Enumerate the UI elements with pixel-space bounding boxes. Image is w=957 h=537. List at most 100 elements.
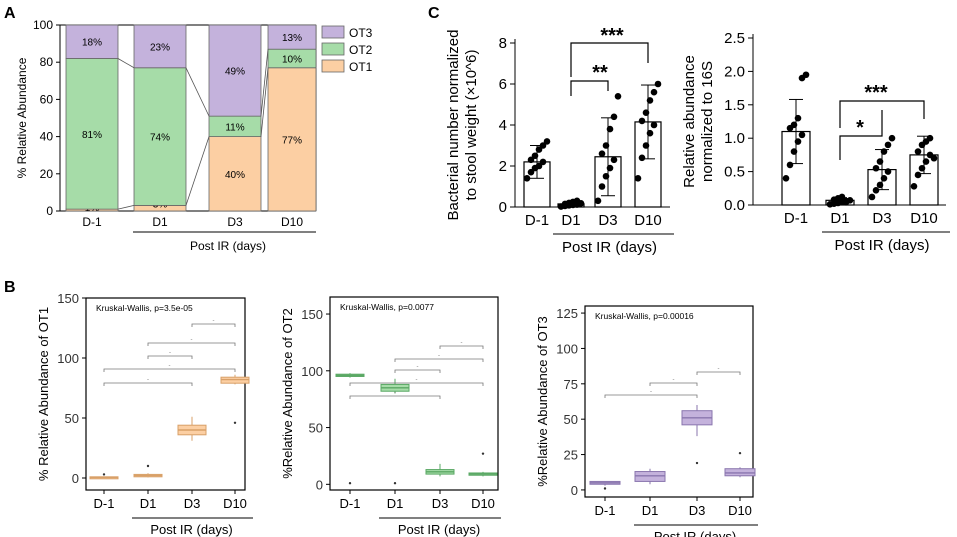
- segment-value-label: 13%: [282, 33, 302, 44]
- data-point: [922, 158, 930, 165]
- data-point: [523, 175, 531, 182]
- comparison-bracket: [696, 371, 741, 375]
- data-point: [535, 162, 543, 170]
- comparison-mark: -: [438, 353, 440, 359]
- significance-bracket-d1-d10: [570, 42, 649, 77]
- x-group-label: Post IR (days): [190, 239, 266, 253]
- comparison-mark: -: [673, 377, 675, 383]
- y-tick-label: 125: [556, 306, 578, 321]
- data-point: [531, 152, 539, 160]
- x-tick-label: D3: [689, 503, 706, 518]
- x-tick-label: D1: [830, 210, 849, 227]
- data-point: [610, 156, 618, 164]
- data-point: [539, 142, 547, 149]
- comparison-bracket: [191, 323, 236, 327]
- x-tick-label: D10: [281, 215, 303, 229]
- x-tick-label: D-1: [340, 496, 361, 511]
- x-group-label: Post IR (days): [834, 237, 929, 254]
- comparison-mark: -: [718, 366, 720, 372]
- data-point: [598, 183, 606, 190]
- comparison-bracket: [649, 382, 698, 386]
- data-point: [786, 161, 794, 169]
- x-tick-label: D1: [561, 212, 580, 229]
- comparison-bracket: [103, 382, 193, 386]
- x-tick-label: D10: [471, 496, 495, 511]
- comparison-bracket: [103, 368, 236, 372]
- y-axis-title: %Relative Abundance of OT2: [280, 308, 295, 479]
- significance-stars: ***: [600, 25, 624, 47]
- x-group-label: Post IR (days): [150, 522, 232, 537]
- bar-segment-ot2: [133, 67, 187, 206]
- box-d1: [634, 471, 666, 482]
- data-point: [880, 148, 888, 155]
- outlier-point: [695, 461, 699, 465]
- x-tick-label: D1: [140, 496, 157, 511]
- comparison-bracket: [349, 395, 441, 399]
- data-point: [598, 150, 606, 157]
- outlier-point: [233, 421, 237, 424]
- panel-b-ot1-boxplot: Kruskal-Wallis, p=3.5e-05 0 50 100 150 % Rela…: [36, 291, 253, 537]
- y-axis-title-line: to stool weight (×10^6): [463, 50, 480, 201]
- connector-line: [260, 67, 269, 137]
- data-point: [884, 141, 892, 149]
- comparison-mark: -: [147, 377, 149, 383]
- data-point: [918, 164, 926, 172]
- data-point: [539, 158, 547, 166]
- y-tick-label: 100: [556, 341, 578, 356]
- x-tick-label: D10: [634, 212, 662, 229]
- outlier-point: [146, 464, 150, 468]
- y-axis-title: % Relative Abundance: [15, 57, 29, 178]
- segment-value-label: 11%: [225, 122, 244, 133]
- y-tick-label: 2.0: [724, 63, 745, 80]
- comparison-mark: -: [394, 390, 396, 396]
- data-point: [602, 172, 610, 180]
- y-axis-title: %Relative Abundance of OT3: [535, 316, 550, 487]
- x-group-label: Post IR (days): [562, 239, 657, 256]
- bar-segment-ot3: [208, 24, 262, 117]
- panel-label-a: A: [4, 5, 16, 22]
- comparison-bracket: [147, 342, 236, 346]
- data-point: [782, 174, 790, 182]
- outlier-point: [738, 451, 742, 455]
- data-point: [876, 158, 884, 165]
- x-tick-label: D1: [387, 496, 404, 511]
- data-point: [790, 121, 798, 129]
- kruskal-wallis-label: Kruskal-Wallis, p=0.00016: [595, 311, 694, 321]
- x-tick-label: D1: [642, 503, 659, 518]
- y-tick-label: 100: [57, 351, 79, 366]
- x-tick-label: D-1: [525, 212, 549, 229]
- significance-bracket-d1-d10: [839, 100, 925, 128]
- data-point: [838, 193, 846, 201]
- plot-frame: [584, 305, 754, 498]
- segment-value-label: 18%: [82, 38, 102, 49]
- comparison-mark: -: [169, 363, 171, 369]
- data-point: [888, 134, 896, 142]
- y-tick-label: 6: [499, 76, 507, 93]
- panel-b-ot3-boxplot: Kruskal-Wallis, p=0.00016 0 25 50 75 100 125 %R…: [535, 305, 758, 537]
- x-tick-label: D-1: [94, 496, 115, 511]
- y-tick-label: 75: [564, 377, 578, 392]
- bar-segment-ot1: [208, 136, 262, 212]
- y-tick-label: 40: [40, 130, 54, 144]
- data-point: [914, 171, 922, 179]
- data-point: [914, 148, 922, 155]
- x-tick-label: D3: [227, 215, 243, 229]
- data-point: [577, 200, 585, 207]
- x-tick-label: D-1: [595, 503, 616, 518]
- x-tick-label: D10: [728, 503, 752, 518]
- outlier-point: [393, 481, 397, 485]
- x-tick-label: D10: [223, 496, 247, 511]
- comparison-bracket: [439, 345, 484, 349]
- legend-swatch-ot2: [321, 42, 345, 56]
- connector-line: [185, 136, 210, 206]
- data-point: [798, 131, 806, 139]
- data-point: [642, 109, 650, 116]
- significance-stars: *: [856, 117, 864, 139]
- x-group-label: Post IR (days): [654, 529, 736, 537]
- data-point: [642, 142, 650, 149]
- panel-c-relative-abundance-chart: 0.0 0.5 1.0 1.5 2.0 2.5 Relative abundance norm…: [681, 30, 950, 254]
- data-point: [794, 114, 802, 122]
- y-tick-label: 1.0: [724, 130, 745, 147]
- segment-value-label: 10%: [282, 54, 302, 65]
- bar-segment-ot3: [65, 24, 119, 59]
